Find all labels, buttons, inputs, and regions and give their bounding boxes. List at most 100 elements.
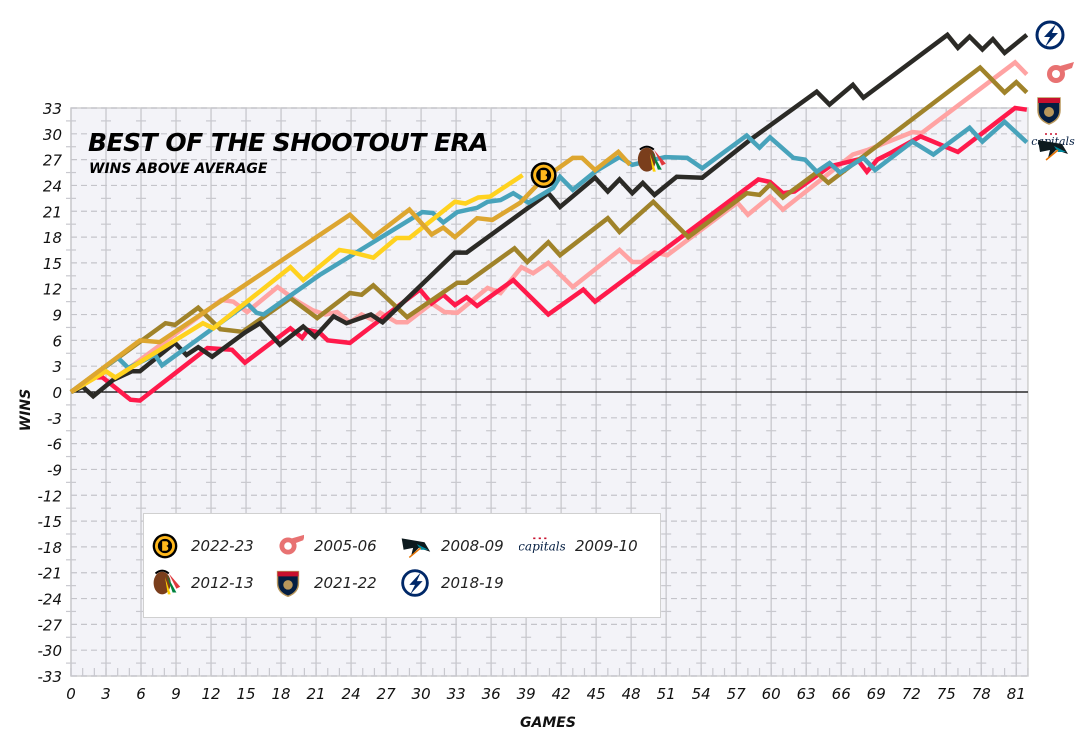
x-tick-label: 72 (902, 685, 921, 703)
x-tick-label: 36 (482, 685, 501, 703)
hair (639, 145, 655, 151)
y-tick-label: 3 (52, 358, 62, 376)
y-tick-label: 24 (43, 177, 62, 195)
y-tick-label: 12 (43, 281, 62, 299)
y-axis-title: WINS (18, 389, 34, 431)
legend-item-2009-10: capitals 2009-10 (519, 531, 638, 561)
letter-b (162, 541, 169, 551)
y-tick-label: -18 (38, 539, 63, 557)
y-tick-label: -27 (38, 616, 63, 634)
x-tick-label: 81 (1007, 685, 1026, 703)
x-tick-label: 63 (797, 685, 816, 703)
feather (653, 149, 666, 166)
lightning-logo-icon (401, 569, 429, 597)
x-tick-label: 57 (727, 685, 747, 703)
series-line-blackhawks (69, 148, 632, 394)
red-wings-logo-icon (279, 534, 304, 555)
legend-label: 2005-06 (314, 537, 377, 555)
stick (1045, 149, 1059, 161)
y-tick-label: 9 (52, 307, 62, 325)
y-tick-label: 6 (52, 332, 62, 350)
chart-subtitle: WINS ABOVE AVERAGE (89, 161, 268, 177)
bolt (1044, 24, 1058, 47)
x-tick-label: 51 (657, 685, 676, 703)
legend-label: 2022-23 (191, 537, 254, 555)
x-tick-label: 9 (171, 685, 181, 703)
red-wings-logo-icon (1047, 62, 1074, 83)
panther-head (283, 580, 293, 590)
ring (1035, 20, 1065, 50)
capitals-logo-icon: capitals (519, 537, 565, 553)
y-tick-label: -12 (38, 487, 63, 505)
hub (284, 542, 292, 550)
legend-item-2018-19: 2018-19 (399, 568, 504, 598)
sharks-logo-icon (401, 538, 431, 558)
x-tick-label: 54 (692, 685, 711, 703)
series-lines (69, 31, 1029, 403)
x-tick-label: 33 (447, 685, 466, 703)
x-tick-label: 39 (517, 685, 536, 703)
x-axis-title: GAMES (520, 715, 576, 731)
series-line-bruins (69, 173, 524, 394)
x-tick-label: 18 (272, 685, 291, 703)
legend-item-2005-06: 2005-06 (272, 531, 377, 561)
blackhawks-logo-icon (153, 569, 181, 595)
sharks-logo-icon (1038, 140, 1068, 161)
sharks-logo-icon (401, 538, 431, 558)
shark (1038, 140, 1068, 158)
blackhawks-logo-icon (637, 145, 666, 172)
feather (168, 573, 181, 589)
x-tick-label: 78 (972, 685, 991, 703)
banner (277, 571, 299, 577)
feather (651, 151, 662, 170)
x-tick-label: 66 (832, 685, 851, 703)
legend-label: 2021-22 (314, 574, 377, 592)
x-tick-label: 12 (201, 685, 220, 703)
x-tick-label: 15 (237, 685, 256, 703)
letter-b (540, 170, 548, 181)
axis-ticks: 0 3 6 9 12 15 18 21 24 27 30 33 36 39 42 45 48 51 54 57 60 63… (38, 100, 1026, 703)
red-wings-logo-icon (279, 534, 304, 555)
y-tick-label: -15 (38, 513, 63, 531)
x-tick-label: 6 (136, 685, 146, 703)
x-tick-label: 3 (101, 685, 111, 703)
stick (408, 547, 422, 558)
legend-item-2022-23: 2022-23 (149, 531, 254, 561)
bruins-logo-icon (530, 162, 557, 189)
x-tick-label: 27 (377, 685, 397, 703)
y-tick-label: 27 (43, 152, 63, 170)
x-tick-label: 42 (552, 685, 571, 703)
legend-label: 2012-13 (191, 574, 254, 592)
y-tick-label: -24 (38, 591, 63, 609)
lightning-logo-icon (1035, 20, 1065, 50)
x-tick-label: 21 (307, 685, 326, 703)
legend-label: 2018-19 (441, 574, 504, 592)
capitals-wordmark: capitals (519, 539, 565, 553)
legend-item-2021-22: 2021-22 (272, 568, 377, 598)
legend-item-2008-09: 2008-09 (399, 531, 504, 561)
y-tick-label: -33 (38, 668, 63, 686)
panthers-logo-icon (1037, 97, 1061, 125)
y-tick-label: 18 (43, 229, 62, 247)
y-tick-label: -9 (47, 461, 62, 479)
y-tick-label: 33 (43, 100, 62, 118)
lightning-logo-icon (401, 569, 429, 597)
blackhawks-logo-icon (153, 569, 181, 595)
y-tick-label: -6 (47, 436, 62, 454)
x-tick-label: 30 (412, 685, 431, 703)
y-tick-label: 21 (43, 203, 62, 221)
bolt (409, 572, 423, 595)
y-tick-label: -21 (38, 565, 63, 583)
panthers-logo-icon (276, 570, 300, 598)
shark (401, 538, 431, 556)
y-tick-label: -3 (47, 410, 62, 428)
y-tick-label: 0 (52, 384, 62, 402)
x-tick-label: 60 (762, 685, 781, 703)
chart-title: BEST OF THE SHOOTOUT ERA (88, 128, 489, 157)
wing (291, 534, 304, 544)
series-line-capitals (96, 105, 1028, 403)
head (153, 571, 171, 595)
legend-item-2012-13: 2012-13 (149, 568, 254, 598)
banner (1038, 98, 1060, 103)
